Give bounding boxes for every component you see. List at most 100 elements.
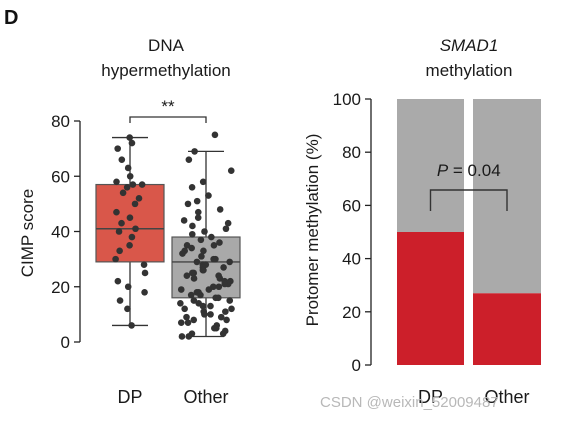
data-point: [189, 269, 196, 277]
data-point: [199, 178, 207, 186]
right-y-tick-label: 60: [342, 196, 361, 215]
data-point: [198, 253, 205, 260]
data-point: [183, 313, 190, 321]
data-point: [177, 300, 184, 307]
data-point: [129, 181, 137, 188]
right-x-category-label: DP: [418, 387, 443, 407]
right-x-category-label: Other: [484, 387, 529, 407]
data-point: [135, 195, 143, 202]
data-point: [199, 266, 207, 274]
data-point: [177, 286, 185, 293]
data-point: [140, 261, 148, 268]
data-point: [131, 200, 139, 208]
data-point: [184, 319, 192, 326]
data-point: [118, 156, 126, 163]
watermark: CSDN @weixin_52009487: [320, 394, 499, 411]
data-point: [208, 233, 215, 241]
data-point: [118, 219, 125, 227]
data-point: [205, 286, 213, 293]
data-point: [217, 313, 225, 321]
data-point: [216, 275, 224, 282]
data-point: [201, 311, 208, 318]
data-point: [113, 178, 120, 186]
data-point: [141, 269, 149, 277]
data-point: [223, 316, 230, 324]
data-point: [199, 302, 207, 310]
data-point: [124, 305, 131, 313]
right-title-line-2: methylation: [426, 61, 513, 80]
data-point: [124, 283, 132, 291]
data-point: [177, 319, 185, 326]
data-point: [226, 258, 233, 266]
data-point: [193, 197, 201, 205]
data-point: [128, 233, 136, 241]
data-point: [210, 255, 217, 263]
data-point: [201, 228, 208, 235]
data-point: [119, 189, 127, 197]
bar-segment-methylated: [473, 293, 541, 365]
significance-bracket: [129, 116, 207, 123]
data-point: [112, 255, 119, 263]
data-point: [190, 297, 198, 304]
data-point: [220, 264, 227, 271]
data-point: [115, 228, 123, 235]
bar-segment-methylated: [397, 232, 464, 365]
right-y-axis-label: Protomer methylation (%): [303, 134, 322, 327]
left-x-category-label: Other: [183, 387, 228, 407]
data-point: [207, 302, 214, 310]
data-point: [138, 181, 146, 188]
right-title-line-1: SMAD1: [440, 36, 499, 55]
left-y-tick-label: 40: [51, 223, 70, 242]
data-point: [179, 250, 186, 257]
data-point: [197, 236, 205, 244]
data-point: [191, 148, 198, 155]
significance-label: **: [161, 97, 175, 116]
data-point: [222, 308, 229, 315]
data-point: [185, 156, 193, 163]
data-point: [216, 206, 224, 213]
box-plot-chart: DNA hypermethylation CIMP score 0 20 40 60 8…: [18, 36, 241, 407]
box-iqr: [95, 183, 165, 263]
data-point: [123, 184, 131, 191]
data-point: [180, 217, 188, 224]
data-point: [116, 247, 123, 255]
data-point: [210, 242, 218, 249]
data-point: [188, 244, 195, 252]
data-point: [188, 184, 196, 191]
data-point: [215, 283, 223, 291]
data-point: [226, 297, 234, 304]
left-title-line-1: DNA: [148, 36, 185, 55]
left-y-tick-label: 60: [51, 167, 70, 186]
data-point: [224, 219, 232, 227]
data-point: [183, 272, 191, 280]
data-point: [124, 164, 132, 172]
data-point: [200, 247, 207, 255]
data-point: [141, 288, 148, 296]
data-point: [190, 275, 198, 282]
data-point: [126, 134, 133, 141]
right-y-tick-label: 20: [342, 303, 361, 322]
data-point: [227, 167, 235, 175]
data-point: [187, 291, 195, 299]
data-point: [126, 214, 134, 221]
data-point: [211, 324, 218, 332]
data-point: [193, 258, 201, 266]
data-point: [128, 322, 135, 329]
data-point: [219, 330, 227, 338]
data-point: [126, 242, 133, 249]
data-point: [181, 305, 188, 313]
right-y-tick-label: 0: [352, 356, 361, 375]
left-y-axis-label: CIMP score: [18, 189, 37, 278]
left-plot-area: 0 20 40 60 80 DP Other **: [51, 97, 241, 407]
data-point: [188, 230, 196, 238]
right-y-tick-label: 100: [333, 90, 361, 109]
panel-letter: D: [4, 7, 18, 29]
p-value-bracket: [429, 189, 508, 211]
data-point: [228, 305, 235, 313]
data-point: [184, 200, 192, 208]
data-point: [113, 208, 120, 216]
data-point: [114, 277, 122, 285]
data-point: [221, 280, 229, 288]
data-point: [114, 145, 121, 152]
